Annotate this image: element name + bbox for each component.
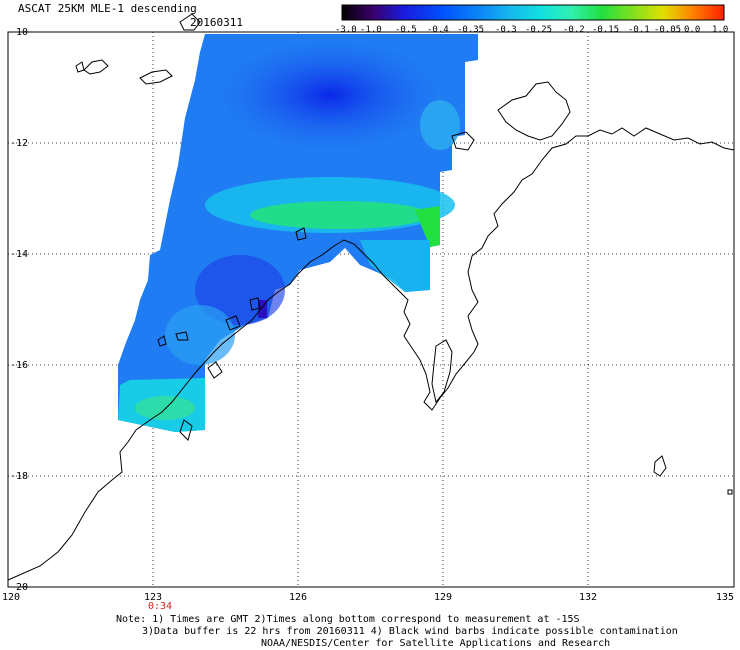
colorbar-label: -0.3 (495, 25, 517, 35)
y-tick-label: -10 (10, 27, 29, 38)
deep-purple-cell (258, 300, 267, 318)
note-line-3: NOAA/NESDIS/Center for Satellite Applica… (261, 638, 611, 649)
coastline (7, 13, 735, 581)
colorbar-label: -0.25 (525, 25, 553, 35)
y-tick-label: -16 (10, 360, 29, 371)
cyan-east-upper (420, 100, 460, 150)
colorbar-label: -0.35 (457, 25, 485, 35)
colorbar-label: -0.15 (592, 25, 620, 35)
time-label: 0:34 (148, 601, 173, 612)
colorbar-label: -1.0 (360, 25, 382, 35)
colorbar-label: 0.0 (684, 25, 701, 35)
note-line-2: 3)Data buffer is 22 hrs from 20160311 4)… (142, 626, 678, 637)
y-tick-label: -18 (10, 471, 29, 482)
colorbar-label: -3.0 (335, 25, 357, 35)
x-tick-label: 120 (2, 592, 21, 603)
y-tick-label: -14 (10, 249, 29, 260)
colorbar-labels: -3.0 -1.0 -0.5 -0.4 -0.35 -0.3 -0.25 -0.… (335, 25, 730, 37)
x-tick-label: 129 (434, 592, 453, 603)
map-date: 20160311 (190, 16, 243, 29)
swath-data (118, 34, 478, 432)
y-tick-label: -12 (10, 138, 29, 149)
y-tick-label: -20 (10, 582, 29, 593)
light-blue-mid (165, 305, 235, 365)
green-band (250, 201, 430, 229)
green-south (135, 396, 195, 420)
note-line-1: Note: 1) Times are GMT 2)Times along bot… (116, 614, 580, 625)
x-tick-label: 126 (289, 592, 308, 603)
x-tick-label: 135 (716, 592, 735, 603)
colorbar-swatch (341, 4, 725, 21)
colorbar-label: -0.4 (427, 25, 449, 35)
cyan-east (360, 240, 430, 292)
x-tick-label: 132 (579, 592, 598, 603)
green-edge (415, 206, 440, 247)
colorbar-label: -0.5 (395, 25, 417, 35)
map-frame (7, 31, 735, 588)
colorbar-label: -0.05 (654, 25, 682, 35)
dark-blue-core (220, 40, 440, 150)
colorbar-label: -0.1 (628, 25, 650, 35)
colorbar-label: -0.2 (563, 25, 585, 35)
colorbar-label: 1.0 (712, 25, 729, 35)
map-title: ASCAT 25KM MLE-1 descending (18, 2, 197, 15)
x-tick-label: 123 (144, 592, 163, 603)
